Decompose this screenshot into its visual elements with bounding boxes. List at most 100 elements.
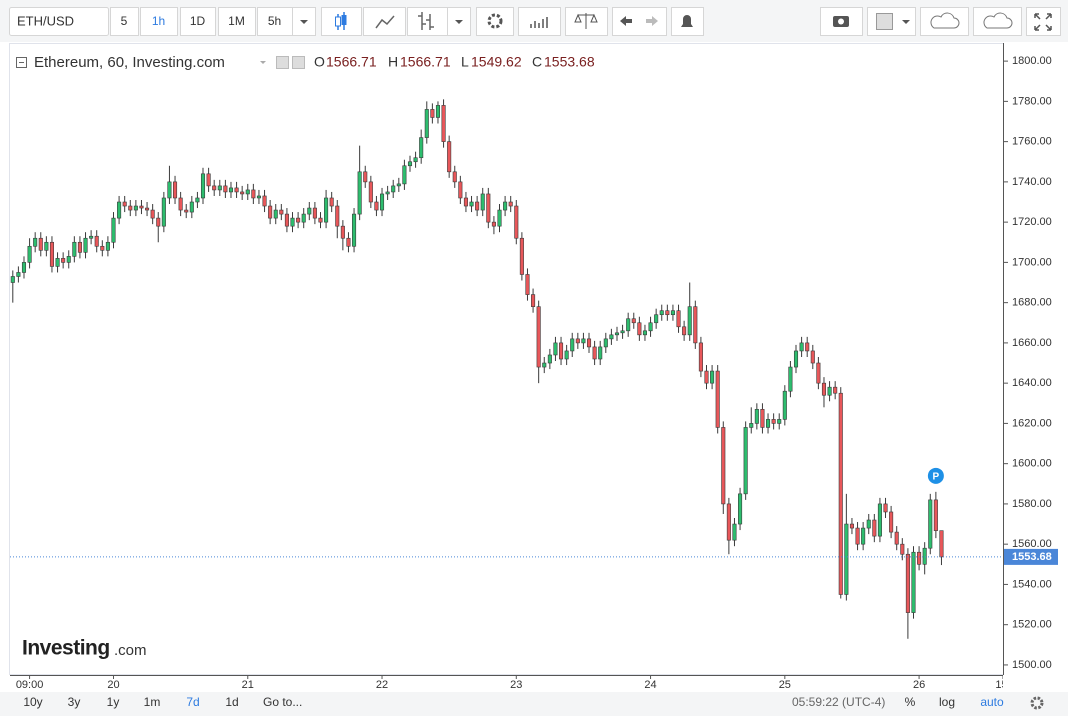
candle-body — [788, 366, 793, 392]
candle-body — [16, 272, 21, 277]
marker-badge[interactable] — [927, 467, 944, 484]
legend-title: Ethereum, 60, Investing.com — [34, 54, 225, 71]
candle-body — [726, 503, 731, 541]
save-button[interactable] — [973, 7, 1022, 36]
indicators-icon — [530, 17, 548, 28]
candle-body — [849, 523, 854, 529]
candle-body — [139, 205, 144, 209]
legend-close-label: C — [532, 54, 542, 70]
candle-body — [61, 258, 66, 263]
indicators-button[interactable] — [518, 7, 561, 36]
load-button[interactable] — [920, 7, 969, 36]
range-button[interactable]: 1y — [107, 695, 120, 709]
settings-icon[interactable] — [292, 56, 305, 69]
settings-button[interactable] — [476, 7, 514, 36]
range-button[interactable]: 10y — [23, 695, 42, 709]
candle-body — [402, 165, 407, 185]
legend-low: 1549.62 — [471, 54, 522, 70]
interval-button[interactable] — [180, 7, 216, 36]
eye-icon[interactable] — [276, 56, 289, 69]
interval-label: 5 — [121, 14, 128, 28]
candle-body — [340, 225, 345, 239]
candle-body — [458, 181, 463, 199]
candle-body — [105, 241, 110, 251]
candle-body — [547, 354, 552, 364]
fullscreen-icon — [1034, 13, 1052, 31]
candle-body — [816, 362, 821, 384]
x-tick-label: 20 — [107, 679, 119, 691]
option-button[interactable]: log — [939, 695, 955, 709]
range-button[interactable]: 1m — [144, 695, 161, 709]
candle-body — [766, 419, 771, 428]
undo-redo[interactable] — [612, 7, 667, 36]
line-style-button[interactable] — [363, 7, 406, 36]
candle-body — [324, 197, 329, 223]
candle-body — [83, 237, 88, 253]
range-button[interactable]: 1d — [225, 695, 238, 709]
candle-body — [122, 201, 127, 207]
candle-body — [200, 173, 206, 199]
dropdown-arrow — [300, 20, 308, 24]
legend-open: 1566.71 — [326, 54, 377, 70]
candle-body — [559, 342, 564, 360]
candle-body — [307, 207, 312, 215]
candle-body — [296, 217, 301, 223]
candle-body — [715, 370, 720, 428]
option-group: % log auto — [905, 695, 1004, 709]
candle-body — [491, 221, 496, 227]
candle-body — [855, 527, 860, 545]
candle-body — [693, 306, 698, 344]
option-button[interactable]: auto — [980, 695, 1004, 709]
candle-body — [27, 245, 32, 263]
legend-close: 1553.68 — [544, 54, 595, 70]
range-button[interactable]: 3y — [68, 695, 81, 709]
candle-body — [743, 427, 748, 495]
interval-button[interactable] — [257, 7, 293, 36]
legend-open-label: O — [314, 54, 325, 70]
y-tick-label: 1560.00 — [1012, 538, 1052, 550]
candle-body — [268, 205, 273, 219]
candle-body — [167, 181, 172, 199]
candle-icon — [335, 16, 341, 27]
y-tick-label: 1540.00 — [1012, 578, 1052, 590]
candle-body — [145, 207, 150, 211]
candle-body — [508, 201, 513, 207]
cloud-down-icon — [930, 12, 960, 29]
candle-body — [128, 205, 133, 211]
candle-body — [631, 318, 636, 324]
dropdown-arrow — [455, 20, 463, 24]
fullscreen-button[interactable] — [1026, 7, 1061, 36]
option-button[interactable]: % — [905, 695, 916, 709]
goto[interactable]: Go to... — [263, 695, 302, 709]
candle-body — [156, 217, 161, 227]
color-swatch — [876, 13, 893, 30]
interval-button[interactable] — [140, 7, 178, 36]
candle-body — [463, 197, 468, 207]
candle-body — [424, 109, 429, 138]
candle-body — [833, 386, 838, 394]
candle-body — [749, 423, 754, 428]
y-tick-label: 1700.00 — [1012, 256, 1052, 268]
line-icon — [375, 15, 395, 29]
candle-body — [430, 109, 435, 118]
candle-body — [189, 201, 194, 213]
interval-button[interactable] — [218, 7, 256, 36]
range-button[interactable]: 7d — [186, 695, 199, 709]
alert-icon — [681, 15, 693, 27]
candle-body — [676, 310, 681, 328]
candle-body — [212, 185, 217, 191]
candle-body — [391, 185, 396, 193]
candle-body — [861, 527, 866, 545]
candle-body — [441, 105, 446, 142]
bar-style-button[interactable] — [407, 7, 448, 36]
candle-body — [100, 245, 105, 251]
candle-body — [178, 197, 183, 211]
y-tick-label: 1660.00 — [1012, 337, 1052, 349]
candle-body — [452, 171, 457, 183]
bottom-settings[interactable] — [1030, 696, 1044, 710]
interval-button[interactable] — [110, 7, 139, 36]
candle-body — [150, 209, 155, 219]
y-tick-label: 1620.00 — [1012, 417, 1052, 429]
x-tick-label: 15: — [995, 679, 1010, 691]
symbol-box[interactable] — [9, 7, 109, 36]
